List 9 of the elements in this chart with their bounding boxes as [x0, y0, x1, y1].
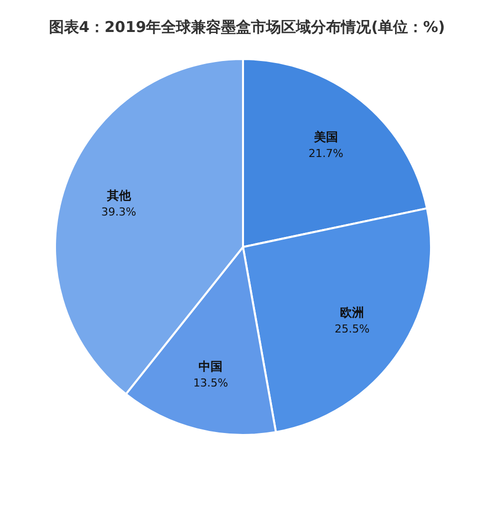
- slice-label: 其他: [106, 188, 132, 203]
- chart-title: 图表4：2019年全球兼容墨盒市场区域分布情况(单位：%): [49, 18, 445, 36]
- slice-label: 美国: [312, 130, 338, 144]
- slice-label: 中国: [198, 360, 223, 374]
- data-label: 25.5%: [334, 322, 370, 336]
- data-label: 13.5%: [193, 376, 228, 390]
- slice-label: 欧洲: [340, 306, 364, 320]
- data-label: 21.7%: [308, 146, 344, 160]
- data-label: 39.3%: [101, 206, 136, 219]
